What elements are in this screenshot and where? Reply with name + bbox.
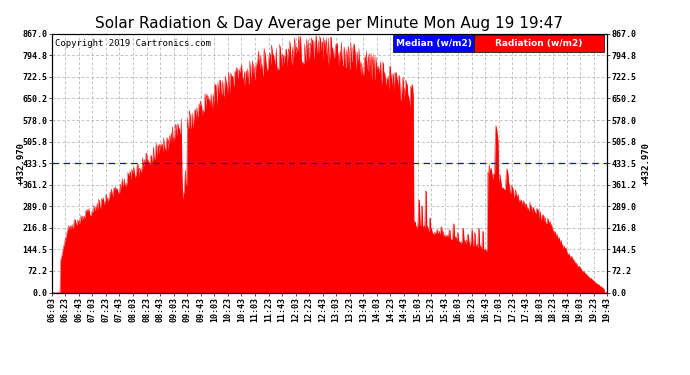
Text: Median (w/m2): Median (w/m2): [395, 39, 471, 48]
Text: Radiation (w/m2): Radiation (w/m2): [495, 39, 583, 48]
Title: Solar Radiation & Day Average per Minute Mon Aug 19 19:47: Solar Radiation & Day Average per Minute…: [95, 16, 564, 31]
Text: +432.970: +432.970: [642, 142, 651, 185]
Text: Copyright 2019 Cartronics.com: Copyright 2019 Cartronics.com: [55, 39, 210, 48]
Bar: [393, 35, 474, 52]
Bar: [474, 35, 604, 52]
Text: +432.970: +432.970: [17, 142, 26, 185]
